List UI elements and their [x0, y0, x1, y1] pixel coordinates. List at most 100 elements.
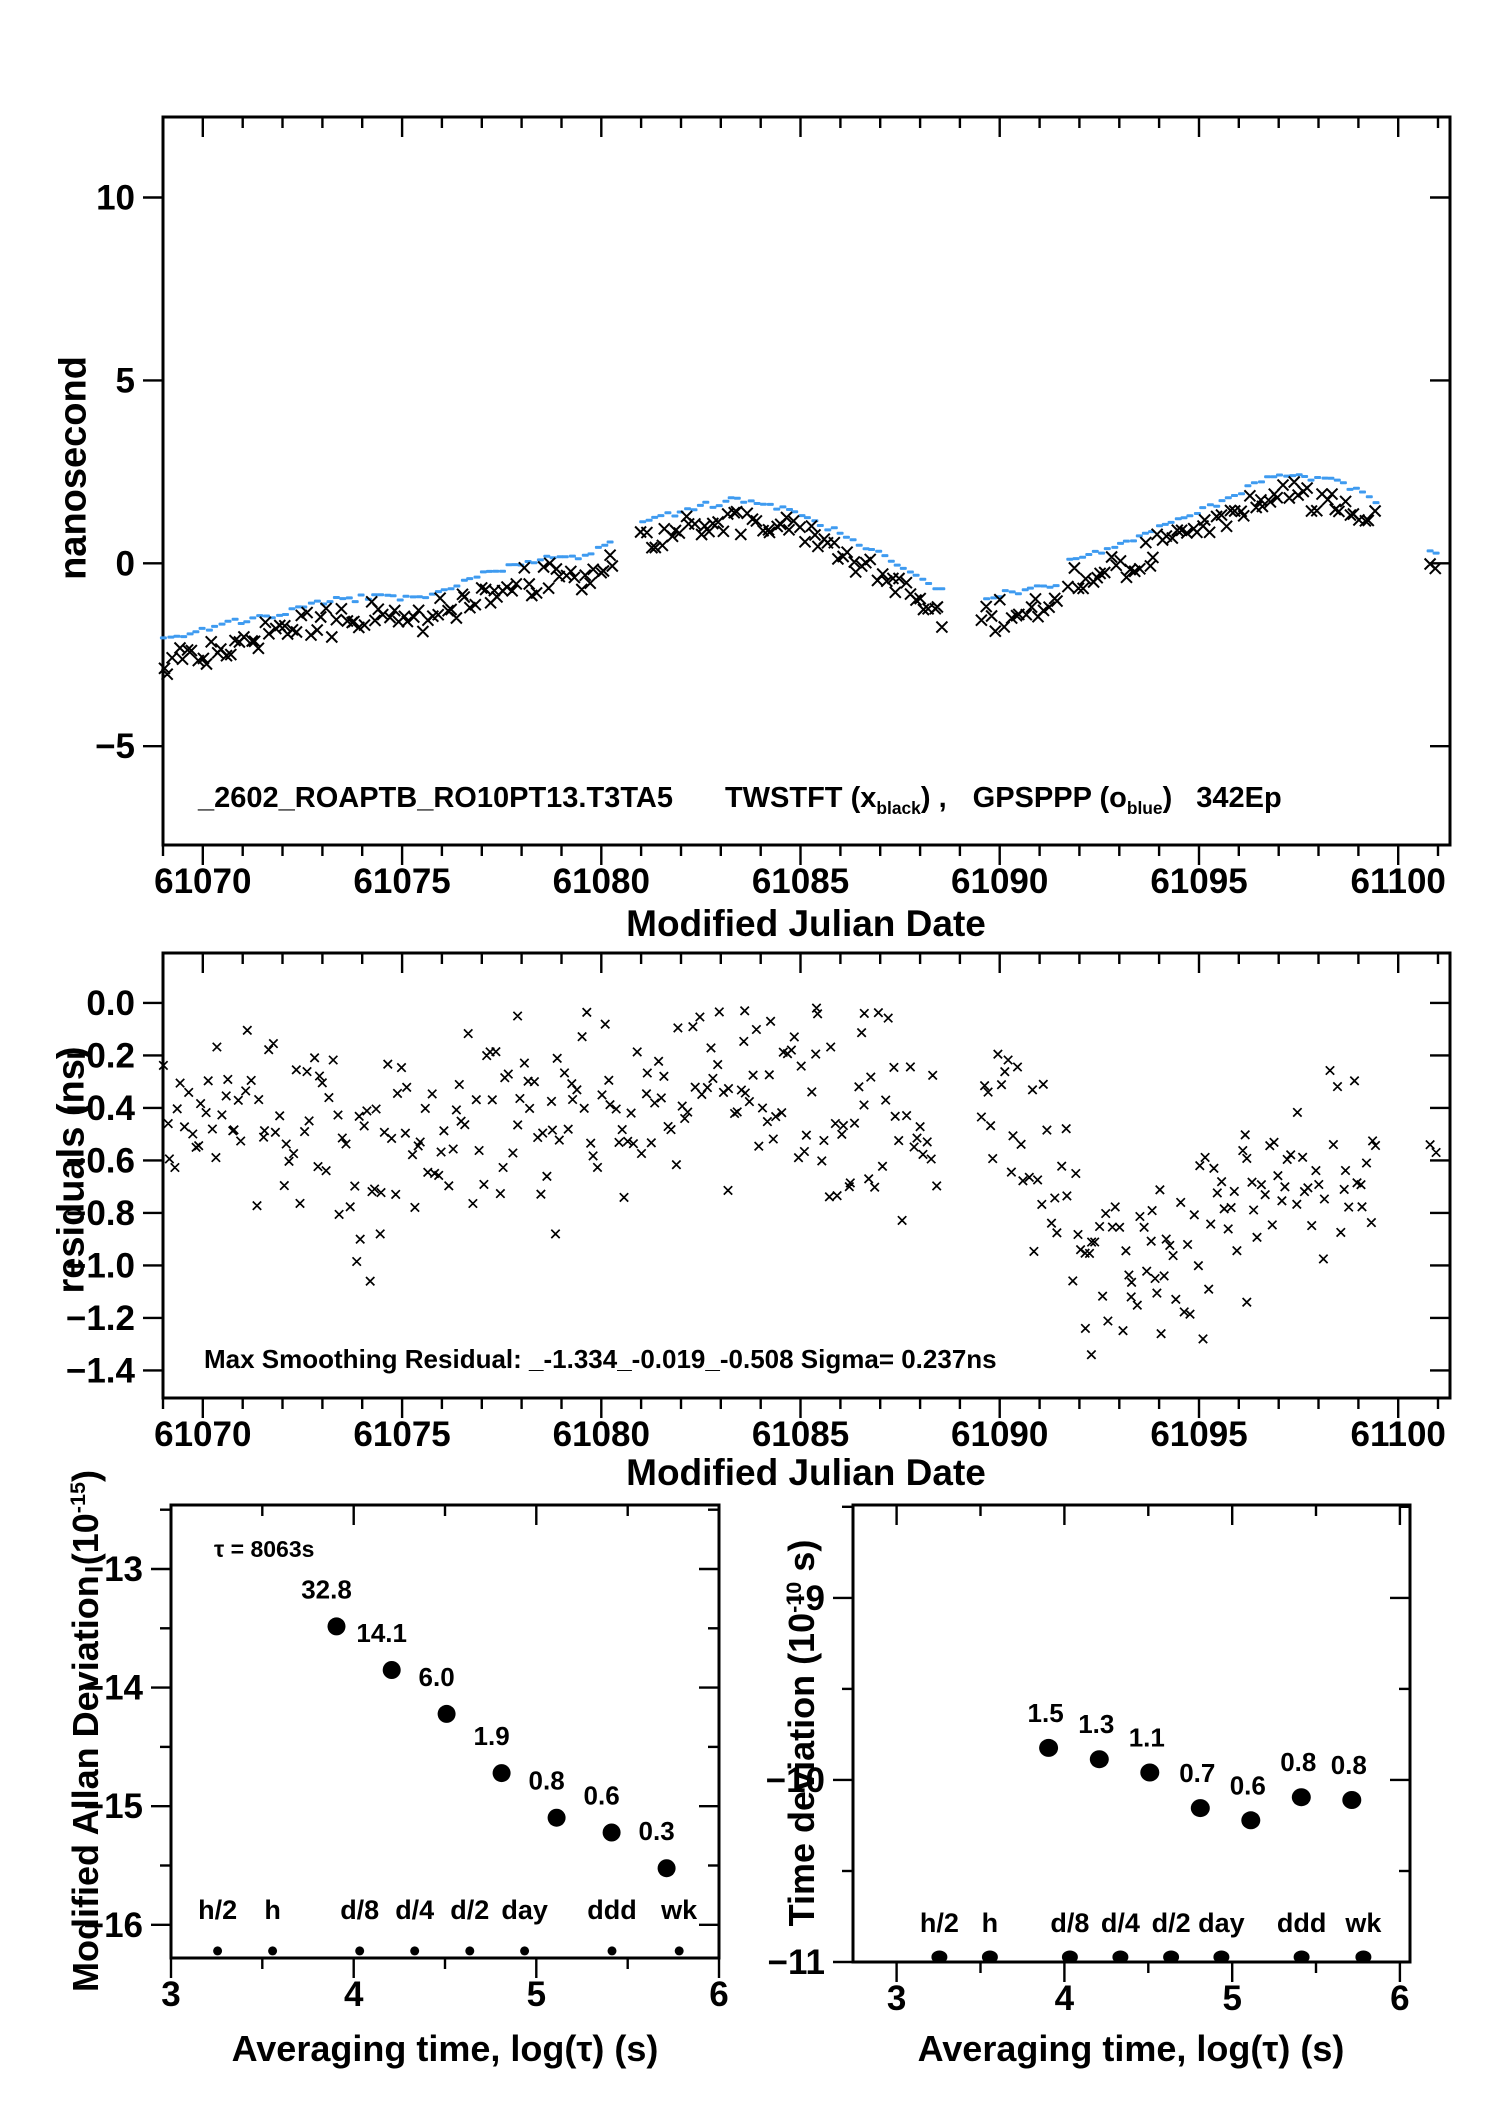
mdev-y-axis-title: Modified Allan Deviation (10-15) — [65, 1470, 106, 1992]
mdev-point — [657, 1859, 676, 1878]
tdev-x-tick-label: 3 — [887, 1979, 906, 2018]
mdev-value-label: 6.0 — [419, 1662, 455, 1692]
top-panel-title: _2602_ROAPTB_RO10PT13.T3TA5 TWSTFT (xblac… — [198, 782, 1282, 819]
tau-mark-dot — [410, 1946, 420, 1956]
epoch-count: 342Ep — [1196, 782, 1282, 814]
mdev-x-tick-label: 3 — [161, 1975, 180, 2014]
gpsppp-sub: blue — [1126, 797, 1163, 818]
tdev-y-tick-label: −10 — [766, 1761, 825, 1800]
mid-x-tick-label: 61085 — [752, 1415, 849, 1454]
tdev-y-tick-label: −11 — [768, 1943, 825, 1982]
top-y-tick-label: −5 — [95, 727, 135, 766]
tau-mark-label: day — [501, 1895, 548, 1925]
tau-mark-label: ddd — [587, 1895, 636, 1925]
top-y-axis-title: nanosecond — [52, 356, 95, 580]
residuals-x-markers — [158, 1003, 1441, 1360]
top-y-tick-label: 5 — [116, 361, 135, 400]
mid-y-tick-label: 0.0 — [86, 984, 135, 1023]
tau-mark-dot — [355, 1946, 365, 1956]
mdev-panel-data: h/2 h d/8 d/4 d/2 day ddd wk 32.814.1 6.0 1.9 0.8 0.… — [198, 1574, 698, 1956]
tau-mark-dot — [1112, 1950, 1129, 1964]
top-x-tick-label: 61095 — [1150, 862, 1247, 901]
tdev-point — [1140, 1763, 1160, 1782]
mdev-point — [437, 1704, 456, 1723]
tdev-x-axis-title: Averaging time, log(τ) (s) — [917, 2028, 1345, 2069]
tau-mark-label: wk — [1344, 1908, 1382, 1938]
tdev-point — [1342, 1791, 1362, 1809]
tdev-value-label: 1.1 — [1129, 1723, 1165, 1753]
tdev-value-label: 1.5 — [1028, 1698, 1064, 1728]
mid-y-tick-label: −1.4 — [66, 1351, 136, 1390]
tau-mark-label: d/2 — [1152, 1908, 1191, 1938]
mid-y-tick-label: −0.6 — [66, 1141, 135, 1180]
mdev-panel-frame: 3 4 5 6 −13 −14 −15 −16 — [84, 1503, 729, 2014]
tdev-y-axis-title: Time deviation (10-10 s) — [781, 1539, 822, 1927]
mdev-point — [382, 1661, 401, 1679]
mdev-value-label: 14.1 — [356, 1618, 407, 1648]
mdev-value-label: 0.6 — [584, 1781, 620, 1811]
mid-y-tick-label: −0.4 — [66, 1089, 136, 1128]
top-x-tick-label: 61090 — [951, 862, 1048, 901]
tau-mark-dot — [1213, 1950, 1230, 1964]
mdev-point — [602, 1823, 621, 1842]
tau-mark-label: h/2 — [198, 1895, 237, 1925]
mdev-x-tick-label: 5 — [527, 1975, 546, 2014]
tau-mark-dot — [674, 1946, 684, 1956]
tdev-point — [1089, 1750, 1109, 1769]
top-panel-frame: 61070 61075 61080 61085 61090 61095 61100 −5 0 5 1… — [95, 115, 1452, 901]
tau-mark-dot — [607, 1946, 617, 1956]
mid-y-axis-title: residuals (ns) — [50, 1046, 93, 1294]
tau-mark-label: d/8 — [1050, 1908, 1089, 1938]
mdev-x-tick-label: 6 — [709, 1975, 728, 2014]
tdev-value-label: 0.6 — [1230, 1770, 1266, 1800]
mid-x-axis-title: Modified Julian Date — [626, 1452, 986, 1493]
tau-mark-dot — [931, 1950, 948, 1964]
mdev-y-tick-label: −15 — [84, 1787, 143, 1826]
run-id: _2602_ROAPTB_RO10PT13.T3TA5 — [198, 782, 673, 814]
mdev-point — [492, 1764, 511, 1783]
tau-mark-dot — [520, 1946, 530, 1956]
mdev-value-label: 32.8 — [301, 1574, 352, 1604]
twstft-label: TWSTFT (x — [724, 782, 877, 814]
mid-panel-frame: 61070 61075 61080 61085 61090 61095 61100 0.0 −0… — [66, 951, 1452, 1454]
mdev-x-axis-title: Averaging time, log(τ) (s) — [231, 2028, 659, 2069]
mid-x-tick-label: 61100 — [1350, 1415, 1445, 1454]
top-y-tick-label: 0 — [116, 544, 135, 583]
tdev-x-tick-label: 4 — [1055, 1979, 1075, 2018]
tau-mark-label: d/8 — [340, 1895, 379, 1925]
twstft-sub: black — [876, 797, 921, 818]
tau-mark-label: ddd — [1277, 1908, 1326, 1938]
tdev-point — [1039, 1738, 1059, 1757]
mdev-value-label: 0.8 — [529, 1766, 565, 1796]
mid-x-tick-label: 61080 — [553, 1415, 650, 1454]
tau-mark-label: d/4 — [395, 1895, 434, 1925]
tau-mark-label: d/4 — [1101, 1908, 1140, 1938]
mdev-value-label: 1.9 — [474, 1721, 510, 1751]
tdev-panel-frame: 3 4 5 6 −9 −10 −11 — [766, 1503, 1412, 2018]
tau-mark-dot — [465, 1946, 475, 1956]
top-panel-data — [158, 473, 1442, 681]
top-x-tick-label: 61070 — [154, 862, 251, 901]
tdev-value-label: 0.7 — [1179, 1758, 1215, 1788]
tdev-value-label: 0.8 — [1280, 1747, 1316, 1777]
tau-mark-label: d/2 — [450, 1895, 489, 1925]
tau-annotation: τ = 8063s — [214, 1536, 315, 1562]
mdev-y-tick-label: −13 — [84, 1550, 143, 1589]
top-x-tick-label: 61100 — [1350, 862, 1445, 901]
mid-annotation: Max Smoothing Residual: _-1.334_-0.019_-… — [204, 1344, 997, 1374]
tdev-x-tick-label: 6 — [1390, 1979, 1409, 2018]
tdev-point — [1190, 1799, 1210, 1818]
mid-x-tick-label: 61095 — [1150, 1415, 1247, 1454]
tau-mark-label: wk — [660, 1895, 698, 1925]
tau-mark-dot — [1293, 1950, 1310, 1964]
mid-y-tick-label: −1.2 — [66, 1299, 135, 1338]
mdev-value-label: 0.3 — [639, 1816, 675, 1846]
tau-mark-dot — [1163, 1950, 1180, 1964]
tdev-value-label: 0.8 — [1331, 1750, 1367, 1780]
tau-mark-dot — [1355, 1950, 1372, 1964]
top-x-tick-label: 61080 — [553, 862, 650, 901]
mdev-point — [327, 1617, 346, 1636]
mid-panel-data — [158, 1003, 1441, 1360]
mid-y-tick-label: −0.8 — [66, 1194, 135, 1233]
TWSTFT-x-markers — [158, 475, 1442, 681]
